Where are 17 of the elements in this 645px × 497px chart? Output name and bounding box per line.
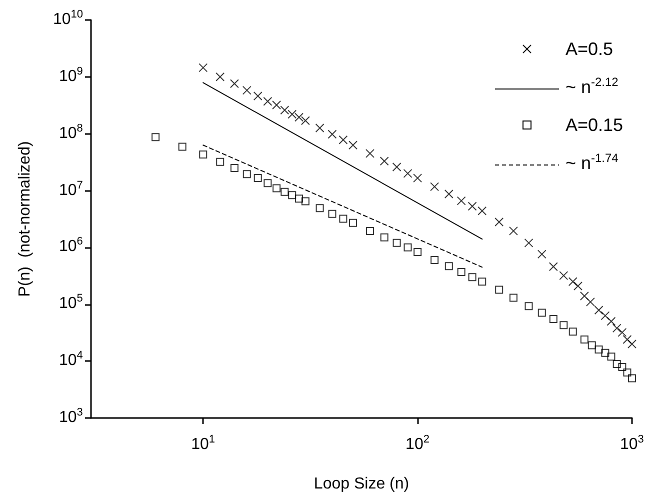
y-tick-label: 10$^{3}$	[59, 406, 83, 426]
x-axis-title: Loop Size (n)	[314, 476, 410, 492]
y-tick-label: 10$^{4}$	[59, 350, 83, 370]
legend-label: A=0.5	[565, 38, 613, 60]
y-tick-label: 10$^{5}$	[59, 292, 83, 312]
y-tick-label: 10$^{10}$	[53, 8, 84, 28]
y-tick-label: 10$^{6}$	[59, 236, 83, 256]
y-tick-label: 10$^{7}$	[59, 178, 83, 199]
legend-label: ~ n$^{-2.12}$	[565, 74, 618, 98]
y-tick-label: 10$^{8}$	[59, 122, 83, 142]
x-tick-label: 10$^{1}$	[191, 433, 216, 453]
y-axis-title: P(n) (not-normalized)	[16, 141, 34, 297]
legend-label: ~ n$^{-1.74}$	[565, 150, 618, 174]
legend-label: A=0.15	[565, 114, 623, 136]
x-tick-label: 10$^{2}$	[406, 433, 430, 453]
x-tick-label: 10$^{3}$	[620, 433, 644, 453]
y-tick-label: 10$^{9}$	[59, 65, 83, 85]
